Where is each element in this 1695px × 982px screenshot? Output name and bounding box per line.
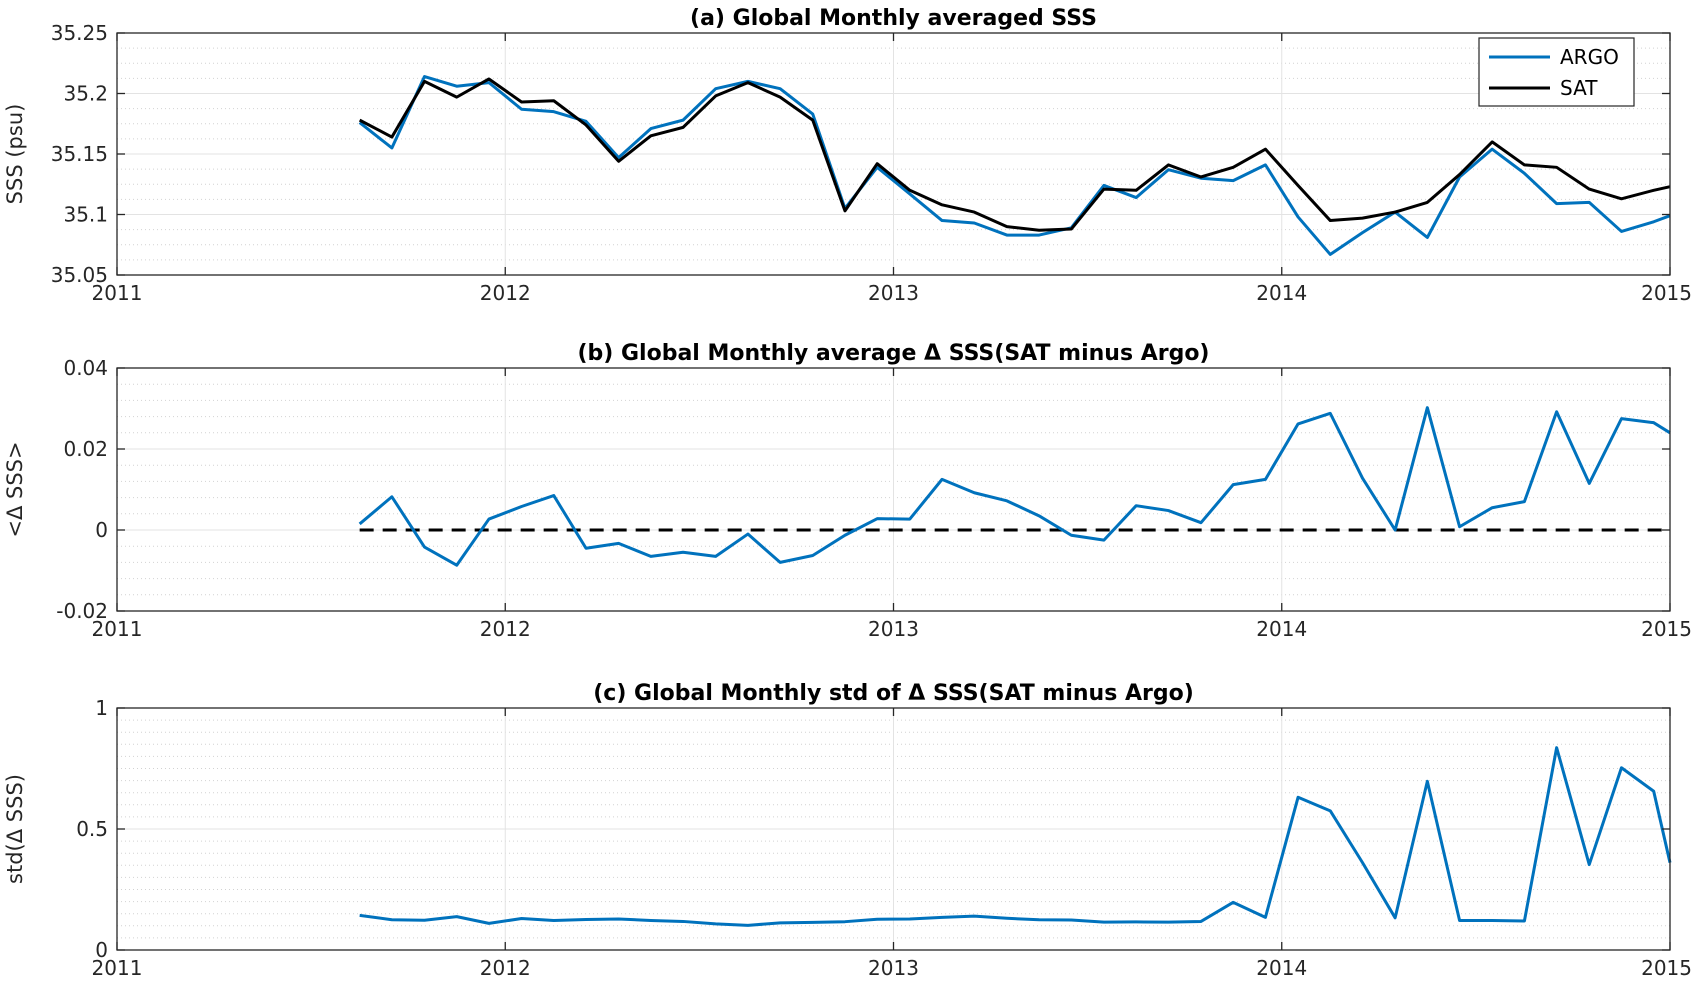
x-tick-label: 2014 bbox=[1256, 281, 1307, 305]
x-tick-label: 2013 bbox=[868, 956, 919, 980]
y-tick-label: 0 bbox=[95, 518, 108, 542]
series-line-delta-sss bbox=[359, 746, 1672, 927]
series-line-sat bbox=[358, 77, 1671, 232]
chart-panel-c: 0 0.5 1 2011 2012 2013 2014 2015 (c) Global Mont… bbox=[3, 681, 1692, 980]
x-tick-label: 2013 bbox=[868, 617, 919, 641]
x-tick-label: 2012 bbox=[480, 617, 531, 641]
x-tick-label: 2014 bbox=[1256, 956, 1307, 980]
legend-box bbox=[1478, 37, 1635, 107]
x-tick-label: 2011 bbox=[92, 617, 143, 641]
chart-panel-a: 35.05 35.1 35.15 35.2 35.25 2011 2012 2013 2014 2… bbox=[3, 6, 1692, 305]
y-tick-label: 35.1 bbox=[63, 203, 108, 227]
y-axis-label: SSS (psu) bbox=[3, 104, 27, 205]
legend-label-argo: ARGO bbox=[1560, 45, 1619, 69]
y-tick-label: 35.15 bbox=[51, 142, 108, 166]
y-tick-label: 0.04 bbox=[63, 356, 108, 380]
y-tick-label: 35.05 bbox=[51, 263, 108, 287]
x-tick-label: 2012 bbox=[480, 956, 531, 980]
x-tick-label: 2011 bbox=[92, 956, 143, 980]
y-tick-label: 35.25 bbox=[51, 21, 108, 45]
y-tick-label: -0.02 bbox=[56, 599, 108, 623]
x-tick-label: 2015 bbox=[1641, 281, 1692, 305]
x-tick-label: 2012 bbox=[480, 281, 531, 305]
x-tick-label: 2015 bbox=[1641, 617, 1692, 641]
x-tick-label: 2011 bbox=[92, 281, 143, 305]
y-tick-label: 1 bbox=[95, 696, 108, 720]
y-tick-label: 0.5 bbox=[76, 817, 108, 841]
x-tick-label: 2013 bbox=[868, 281, 919, 305]
x-tick-label: 2014 bbox=[1256, 617, 1307, 641]
chart-title: (b) Global Monthly average Δ SSS(SAT min… bbox=[577, 341, 1209, 366]
y-tick-label: 35.2 bbox=[63, 82, 108, 106]
legend-label-sat: SAT bbox=[1560, 76, 1598, 100]
legend: ARGO SAT bbox=[1478, 37, 1635, 107]
chart-title: (a) Global Monthly averaged SSS bbox=[690, 6, 1097, 31]
chart-title: (c) Global Monthly std of Δ SSS(SAT minu… bbox=[593, 681, 1194, 706]
x-tick-label: 2015 bbox=[1641, 956, 1692, 980]
y-axis-label: <Δ SSS> bbox=[3, 441, 27, 537]
y-tick-label: 0 bbox=[95, 938, 108, 962]
chart-panel-b: -0.02 0 0.02 0.04 2011 2012 2013 2014 2015 (b) Gl… bbox=[3, 341, 1692, 641]
series-line-delta-sss bbox=[358, 406, 1671, 567]
y-axis-label: std(Δ SSS) bbox=[3, 774, 27, 884]
y-tick-label: 0.02 bbox=[63, 437, 108, 461]
